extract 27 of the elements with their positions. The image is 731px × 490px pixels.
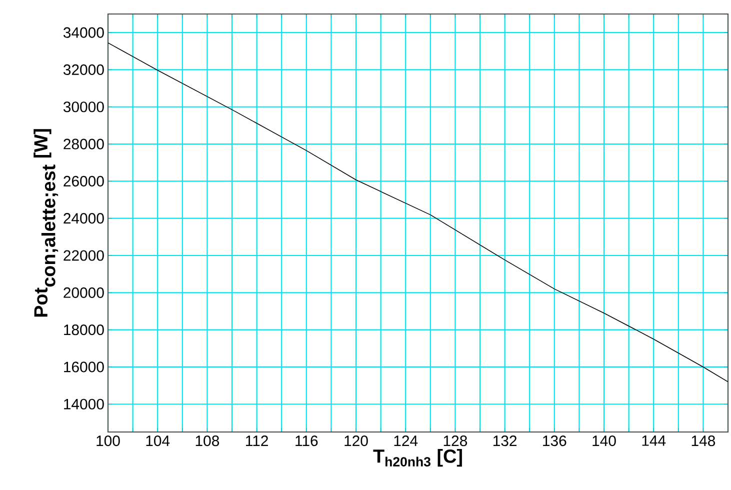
y-tick-label: 22000 — [64, 250, 104, 261]
x-tick-label: 136 — [543, 436, 566, 446]
y-tick-label: 18000 — [64, 324, 104, 336]
x-tick-label: 148 — [692, 436, 716, 446]
x-tick-label: 140 — [592, 436, 616, 446]
x-tick-label: 112 — [246, 436, 268, 446]
y-tick-label: 32000 — [63, 64, 104, 76]
x-tick-label: 124 — [394, 436, 418, 446]
x-axis-title: T$_{h20nh3}$ [C] — [373, 448, 462, 467]
y-tick-label: 16000 — [64, 362, 104, 372]
x-tick-label: 120 — [344, 436, 368, 446]
x-tick-label: 128 — [444, 436, 468, 446]
x-tick-label: 144 — [642, 436, 666, 446]
x-tick-label: 108 — [196, 436, 220, 446]
x-tick-label: 100 — [96, 436, 120, 446]
y-tick-label: 34000 — [63, 27, 104, 38]
y-tick-label: 24000 — [64, 213, 104, 224]
y-axis-title: $\textbf{Pot}_{\textbf{con;alette;est}}\ \textbf{[W]}$ — [34, 129, 58, 317]
y-tick-label: 30000 — [63, 102, 104, 112]
line-series — [108, 42, 728, 382]
x-tick-label: 132 — [493, 436, 517, 446]
y-tick-label: 28000 — [64, 138, 104, 150]
x-tick-label: 116 — [296, 436, 318, 446]
x-tick-label: 104 — [146, 436, 170, 446]
y-tick-label: 14000 — [64, 398, 104, 410]
y-tick-label: 20000 — [64, 287, 104, 298]
y-tick-label: 26000 — [64, 176, 104, 186]
